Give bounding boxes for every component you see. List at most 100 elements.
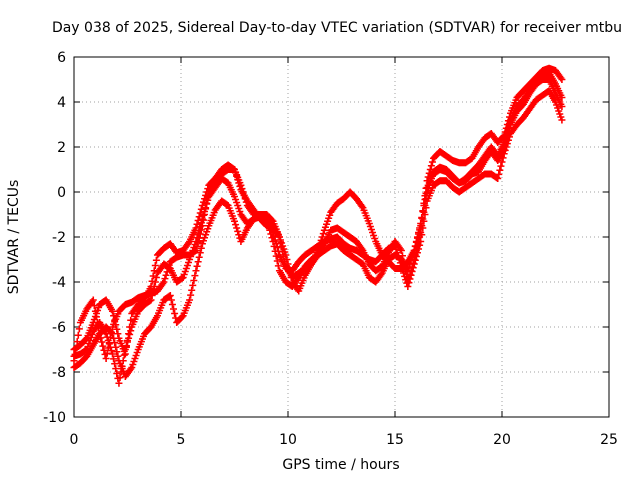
data-point: [558, 116, 566, 124]
data-point: [287, 274, 295, 281]
data-point: [494, 175, 502, 182]
data-point: [406, 260, 414, 268]
data-point: [282, 251, 290, 259]
data-point: [107, 329, 115, 337]
data-point: [198, 215, 206, 223]
data-point: [159, 280, 167, 287]
data-point: [497, 162, 505, 170]
y-tick-label: -2: [52, 230, 66, 246]
data-point: [178, 313, 186, 321]
data-point: [392, 245, 400, 253]
data-point: [404, 283, 412, 290]
data-point: [234, 176, 242, 184]
data-point: [90, 302, 98, 310]
data-point: [119, 357, 127, 365]
data-point: [204, 196, 212, 204]
chart-title: Day 038 of 2025, Sidereal Day-to-day VTE…: [52, 20, 622, 36]
data-point: [152, 256, 160, 264]
data-point: [166, 292, 174, 299]
data-point: [231, 166, 238, 173]
data-point: [160, 278, 168, 286]
data-point: [99, 342, 107, 350]
data-point: [116, 374, 124, 382]
data-point: [98, 338, 106, 346]
data-point: [170, 305, 178, 313]
data-point: [418, 214, 426, 221]
data-point: [263, 215, 271, 223]
y-axis-label: SDTVAR / TECUs: [6, 180, 22, 295]
data-point: [151, 262, 159, 269]
y-tick-label: 0: [57, 185, 66, 201]
data-point: [194, 258, 202, 266]
data-point: [103, 333, 111, 341]
data-point: [413, 233, 421, 241]
data-point: [505, 120, 513, 128]
y-ticks: -10 -8 -6 -4 -2 0 2 4 6: [43, 50, 609, 426]
data-point: [501, 135, 509, 143]
data-point: [411, 242, 419, 250]
data-point: [196, 249, 204, 257]
data-point: [500, 139, 508, 146]
data-point: [274, 262, 282, 270]
data-point: [232, 221, 240, 229]
data-point: [127, 316, 135, 324]
data-point: [235, 179, 243, 187]
data-point: [171, 310, 179, 317]
data-point: [406, 275, 414, 283]
data-point: [499, 154, 507, 162]
data-point: [107, 347, 115, 355]
data-point: [415, 229, 423, 236]
data-point: [397, 247, 405, 254]
y-tick-label: -10: [43, 410, 66, 426]
data-point: [122, 342, 130, 350]
data-point: [504, 136, 512, 144]
data-point: [417, 220, 425, 227]
data-point: [109, 307, 117, 315]
data-point: [193, 262, 201, 270]
series-points: [70, 64, 566, 387]
data-point: [558, 76, 566, 83]
data-point: [118, 362, 126, 370]
data-point: [428, 158, 436, 166]
data-point: [264, 219, 272, 227]
data-point: [127, 365, 135, 373]
data-point: [195, 226, 203, 234]
data-point: [151, 278, 159, 286]
data-point: [187, 291, 195, 299]
data-point: [408, 253, 416, 261]
data-point: [102, 330, 110, 338]
data-point: [113, 370, 121, 377]
data-point: [409, 250, 417, 258]
data-point: [557, 74, 565, 82]
x-tick-label: 20: [493, 432, 511, 448]
data-point: [82, 335, 90, 343]
data-point: [193, 234, 201, 242]
data-point: [89, 296, 97, 304]
data-point: [502, 131, 510, 139]
data-point: [271, 247, 279, 255]
data-point: [109, 330, 117, 338]
data-point: [231, 217, 238, 225]
data-point: [273, 244, 281, 251]
data-point: [498, 158, 506, 166]
data-point: [201, 195, 209, 203]
data-point: [269, 238, 277, 245]
data-point: [404, 267, 412, 275]
data-point: [189, 281, 197, 289]
data-point: [113, 348, 121, 356]
data-point: [167, 296, 175, 304]
data-point: [410, 247, 418, 254]
data-point: [495, 170, 503, 178]
y-tick-label: -8: [52, 365, 66, 381]
data-point: [152, 274, 160, 281]
data-point: [273, 257, 281, 265]
data-point: [188, 286, 196, 294]
data-point: [75, 325, 83, 333]
y-tick-label: -6: [52, 320, 66, 336]
data-point: [202, 204, 210, 212]
data-point: [149, 287, 157, 295]
data-point: [203, 200, 211, 208]
data-point: [192, 238, 200, 245]
data-point: [558, 103, 566, 110]
data-point: [503, 140, 511, 148]
